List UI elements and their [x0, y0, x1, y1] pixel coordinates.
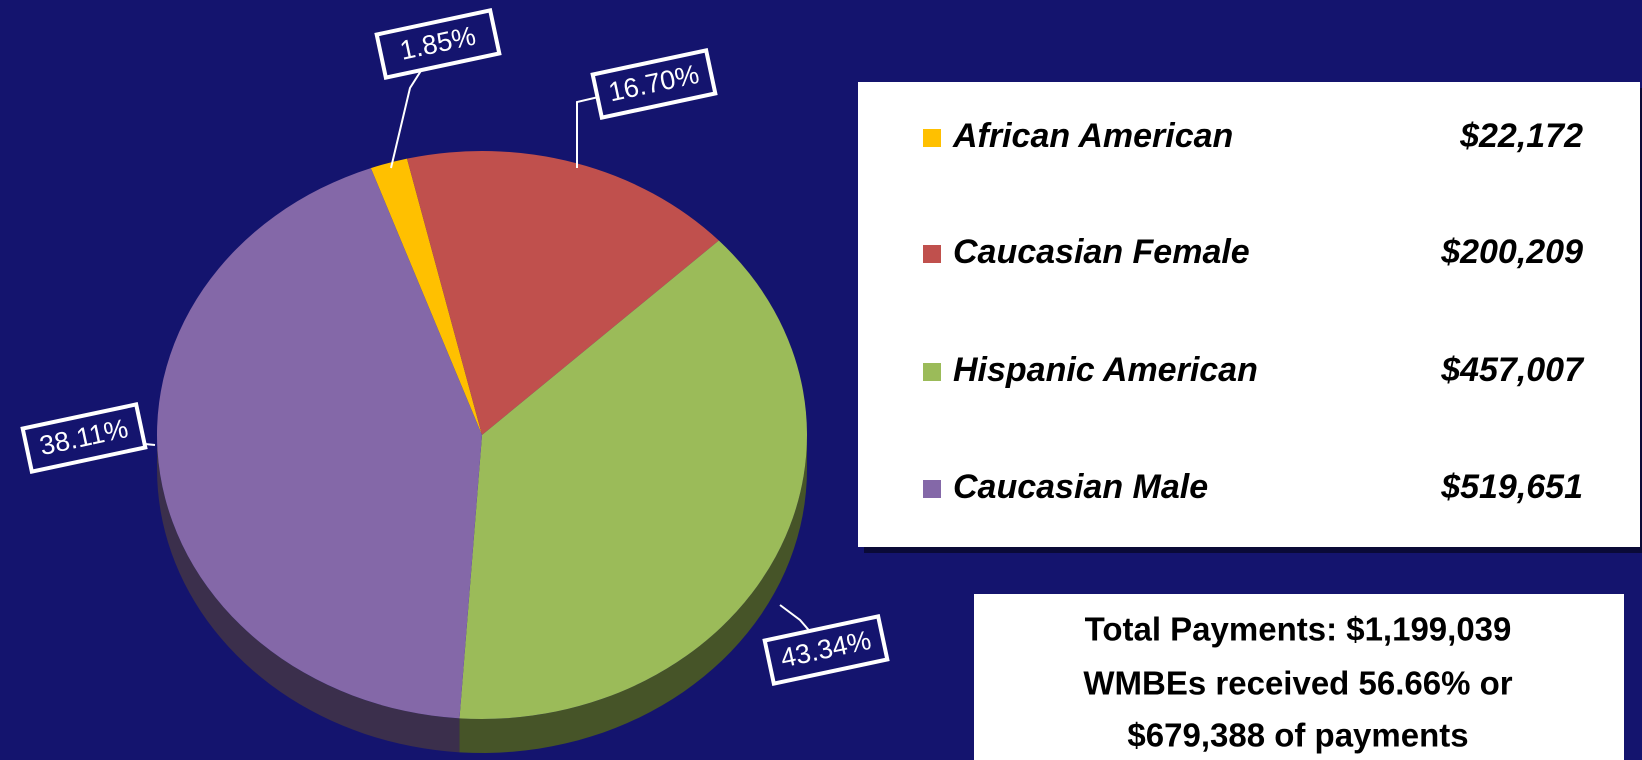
data-label: 16.70%	[590, 48, 718, 120]
legend-label: Hispanic American	[953, 351, 1258, 389]
data-label: 1.85%	[374, 8, 502, 80]
pie-side	[157, 435, 460, 753]
data-label-box	[762, 614, 890, 686]
legend-label: Caucasian Male	[953, 468, 1208, 506]
data-label-box	[374, 8, 502, 80]
data-label: 38.11%	[20, 402, 148, 474]
legend-amount: $200,209	[1440, 233, 1583, 271]
note-line: $679,388 of payments	[1127, 717, 1468, 754]
legend-label: African American	[952, 117, 1233, 155]
legend-swatch	[923, 363, 941, 381]
legend-label: Caucasian Female	[953, 233, 1250, 271]
pie-slice	[459, 240, 808, 720]
legend-amount: $22,172	[1459, 117, 1583, 155]
legend-swatch	[923, 129, 941, 147]
legend-box	[858, 82, 1640, 547]
pie-slice	[156, 168, 482, 719]
note-line: Total Payments: $1,199,039	[1085, 611, 1512, 648]
data-label-box	[590, 48, 718, 120]
pie-slice	[407, 150, 719, 435]
legend-amount: $457,007	[1440, 351, 1585, 389]
legend-amount: $519,651	[1440, 468, 1583, 506]
legend-swatch	[923, 480, 941, 498]
note-line: WMBEs received 56.66% or	[1083, 665, 1512, 702]
note-box	[974, 594, 1624, 760]
pie-slice	[370, 158, 482, 435]
data-label-box	[20, 402, 148, 474]
data-label: 43.34%	[762, 614, 890, 686]
pie-side	[459, 435, 807, 753]
legend-swatch	[923, 245, 941, 263]
